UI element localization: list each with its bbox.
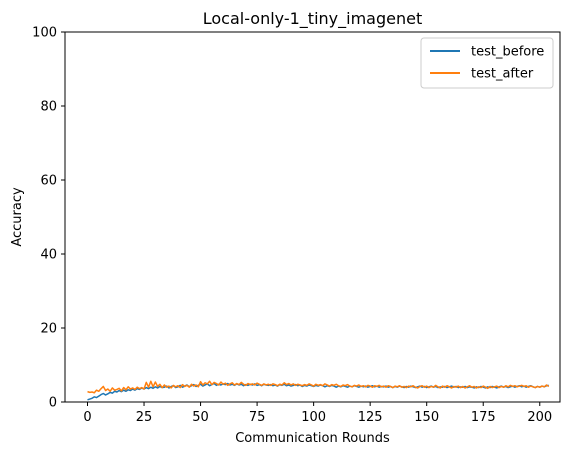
- x-axis-label: Communication Rounds: [235, 431, 390, 446]
- y-axis-label: Accuracy: [10, 187, 25, 247]
- legend: test_before test_after: [420, 37, 554, 89]
- y-axis: 0 20 40 60 80 100: [32, 26, 65, 411]
- x-tick-label: 150: [414, 410, 439, 425]
- x-tick-label: 0: [83, 410, 91, 425]
- x-tick-label: 100: [301, 410, 326, 425]
- x-tick-label: 25: [136, 410, 153, 425]
- series-line-test-after: [87, 380, 550, 394]
- y-tick-label: 80: [40, 100, 57, 115]
- plot-frame: [64, 31, 561, 403]
- x-axis: 0 25 50 75 100 125 150 175 200: [83, 402, 552, 425]
- x-tick-label: 200: [527, 410, 552, 425]
- y-tick-label: 40: [40, 248, 57, 263]
- legend-label-test-after: test_after: [471, 67, 534, 82]
- x-tick-label: 175: [471, 410, 496, 425]
- chart-title: Local-only-1_tiny_imagenet: [203, 9, 422, 29]
- x-tick-label: 50: [192, 410, 209, 425]
- y-tick-label: 100: [32, 26, 57, 41]
- legend-label-test-before: test_before: [471, 45, 544, 60]
- x-tick-label: 75: [249, 410, 266, 425]
- y-tick-label: 0: [49, 396, 57, 411]
- y-tick-label: 60: [40, 174, 57, 189]
- plot-lines: [87, 380, 550, 401]
- y-tick-label: 20: [40, 322, 57, 337]
- x-tick-label: 125: [358, 410, 383, 425]
